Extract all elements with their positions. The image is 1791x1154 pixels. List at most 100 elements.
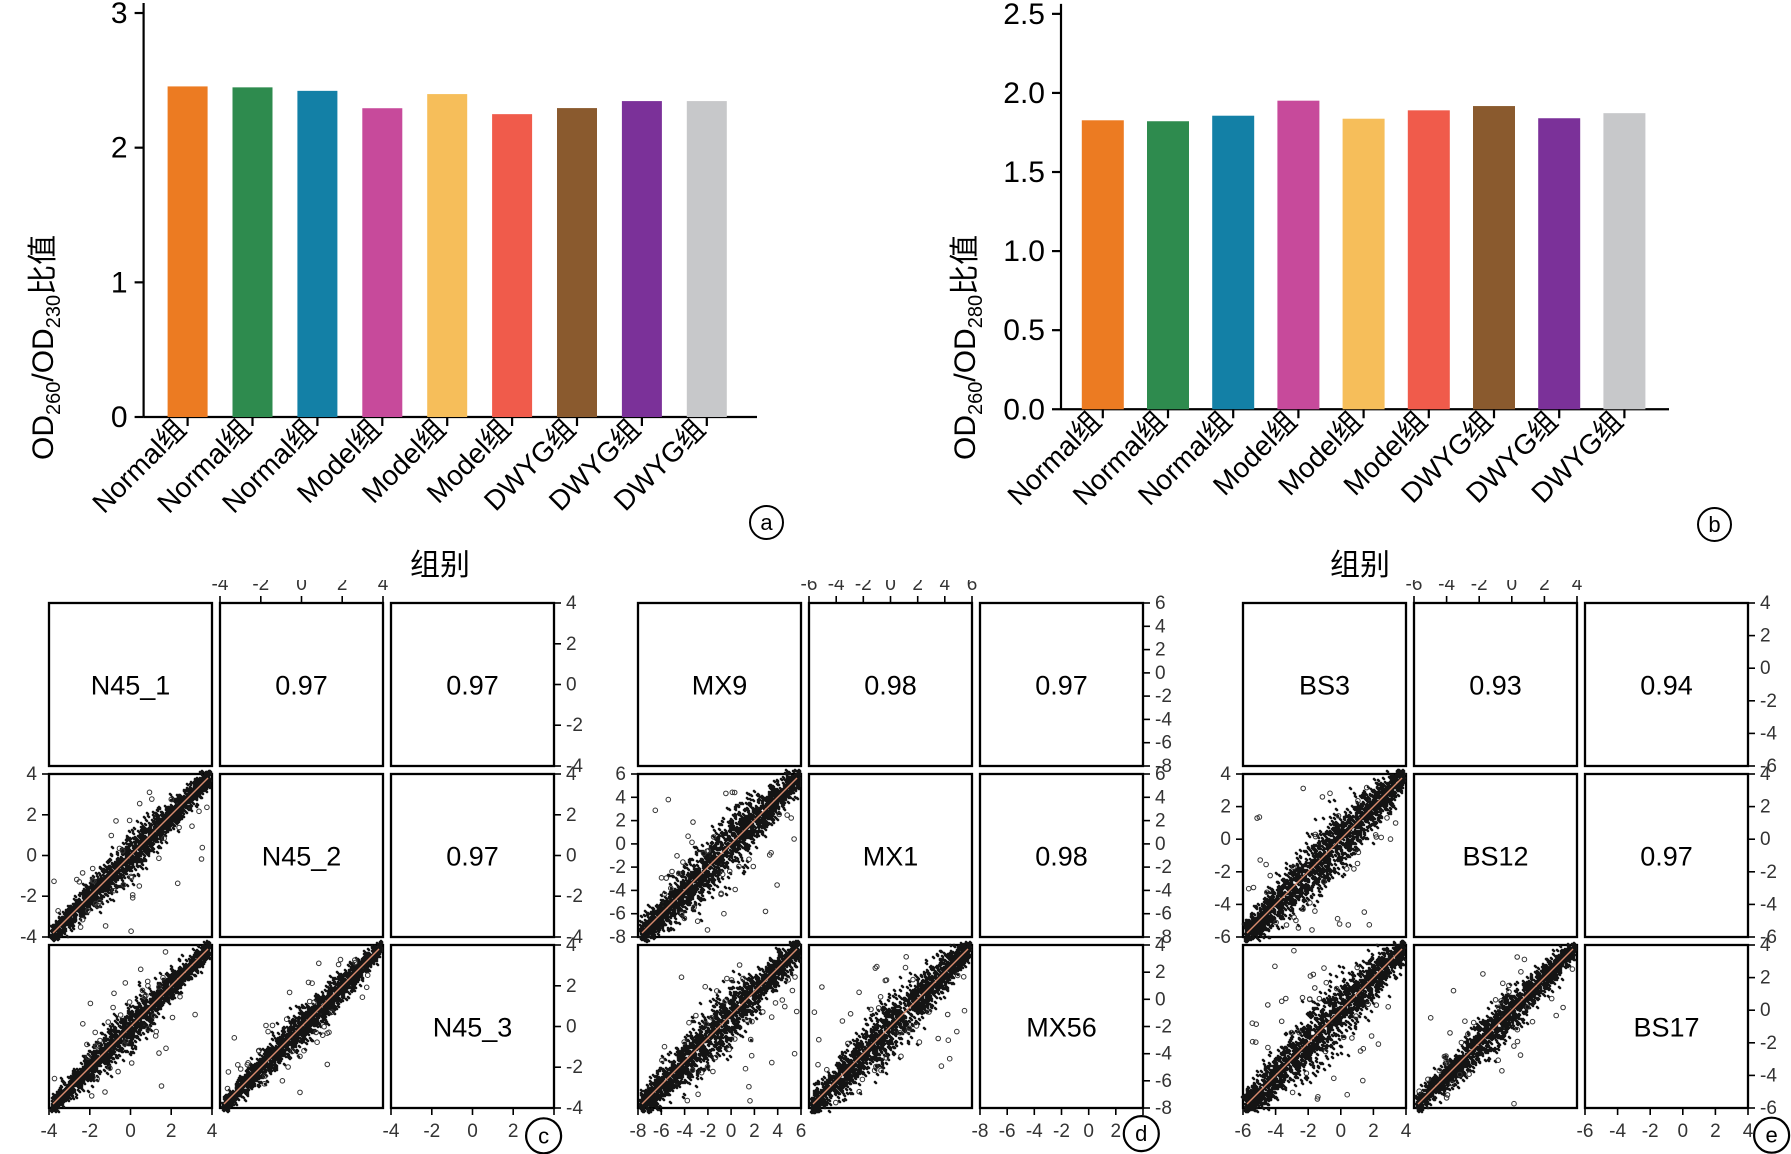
svg-text:0: 0 — [1760, 658, 1771, 679]
svg-text:-6: -6 — [653, 1121, 670, 1142]
svg-text:-2: -2 — [1642, 1121, 1659, 1142]
svg-text:2: 2 — [1760, 797, 1771, 818]
svg-text:-6: -6 — [1760, 1098, 1777, 1119]
svg-text:2: 2 — [1760, 968, 1771, 989]
svg-text:4: 4 — [1760, 935, 1771, 956]
svg-text:2: 2 — [1155, 640, 1166, 661]
svg-text:-4: -4 — [1438, 580, 1455, 595]
svg-text:6: 6 — [1155, 593, 1166, 614]
svg-text:0.0: 0.0 — [1003, 393, 1045, 426]
svg-text:0: 0 — [1220, 829, 1231, 850]
svg-text:d: d — [1135, 1121, 1147, 1146]
svg-text:0.97: 0.97 — [1035, 671, 1088, 701]
svg-text:2: 2 — [1155, 811, 1166, 832]
svg-text:0.97: 0.97 — [446, 671, 499, 701]
svg-text:-2: -2 — [1214, 862, 1231, 883]
svg-text:0.98: 0.98 — [864, 671, 917, 701]
svg-text:-2: -2 — [1300, 1121, 1317, 1142]
svg-text:N45_2: N45_2 — [262, 842, 342, 872]
svg-text:-2: -2 — [1155, 686, 1172, 707]
svg-text:-6: -6 — [801, 580, 818, 595]
svg-text:0: 0 — [1083, 1121, 1094, 1142]
svg-text:-2: -2 — [1155, 857, 1172, 878]
svg-text:2: 2 — [166, 1121, 177, 1142]
svg-text:-4: -4 — [1155, 880, 1172, 901]
svg-text:4: 4 — [566, 764, 577, 785]
svg-text:3: 3 — [111, 0, 128, 30]
svg-text:2: 2 — [111, 132, 128, 165]
svg-text:-2: -2 — [855, 580, 872, 595]
svg-text:1: 1 — [111, 266, 128, 299]
svg-text:e: e — [1765, 1123, 1777, 1148]
svg-text:2: 2 — [1760, 626, 1771, 647]
svg-text:-6: -6 — [1406, 580, 1423, 595]
svg-text:4: 4 — [26, 764, 37, 785]
svg-text:BS17: BS17 — [1633, 1013, 1699, 1043]
svg-text:0: 0 — [726, 1121, 737, 1142]
svg-text:N45_3: N45_3 — [433, 1013, 513, 1043]
svg-text:2: 2 — [566, 634, 577, 655]
svg-text:0: 0 — [467, 1121, 478, 1142]
svg-text:MX9: MX9 — [692, 671, 748, 701]
svg-text:-4: -4 — [41, 1121, 58, 1142]
svg-text:-4: -4 — [1267, 1121, 1284, 1142]
svg-text:4: 4 — [1155, 787, 1166, 808]
svg-text:1.5: 1.5 — [1003, 156, 1045, 189]
svg-text:4: 4 — [1401, 1121, 1412, 1142]
svg-text:4: 4 — [1220, 764, 1231, 785]
svg-text:-2: -2 — [252, 580, 269, 595]
svg-text:4: 4 — [1572, 580, 1583, 595]
svg-text:-8: -8 — [972, 1121, 989, 1142]
svg-text:-4: -4 — [1609, 1121, 1626, 1142]
svg-text:2: 2 — [1155, 962, 1166, 983]
svg-text:0: 0 — [885, 580, 896, 595]
svg-text:N45_1: N45_1 — [91, 671, 171, 701]
svg-text:0: 0 — [1678, 1121, 1689, 1142]
svg-text:BS3: BS3 — [1299, 671, 1350, 701]
svg-text:-2: -2 — [81, 1121, 98, 1142]
svg-text:-6: -6 — [1214, 927, 1231, 948]
svg-text:-4: -4 — [1155, 1044, 1172, 1065]
svg-text:c: c — [538, 1123, 549, 1148]
svg-text:-6: -6 — [1155, 1071, 1172, 1092]
svg-text:4: 4 — [772, 1121, 783, 1142]
svg-text:2: 2 — [1710, 1121, 1721, 1142]
svg-text:0: 0 — [1336, 1121, 1347, 1142]
svg-text:-6: -6 — [999, 1121, 1016, 1142]
svg-text:-4: -4 — [1026, 1121, 1043, 1142]
svg-text:-2: -2 — [1760, 862, 1777, 883]
svg-text:2: 2 — [508, 1121, 519, 1142]
svg-text:-6: -6 — [1155, 904, 1172, 925]
svg-text:4: 4 — [566, 935, 577, 956]
svg-text:0: 0 — [26, 846, 37, 867]
svg-text:2: 2 — [912, 580, 923, 595]
svg-text:-4: -4 — [383, 1121, 400, 1142]
svg-text:-2: -2 — [699, 1121, 716, 1142]
svg-text:-2: -2 — [566, 1057, 583, 1078]
svg-text:-2: -2 — [20, 886, 37, 907]
svg-text:2.5: 2.5 — [1003, 0, 1045, 31]
svg-text:0: 0 — [566, 846, 577, 867]
svg-text:0.94: 0.94 — [1640, 671, 1693, 701]
svg-text:1.0: 1.0 — [1003, 235, 1045, 268]
svg-text:2: 2 — [749, 1121, 760, 1142]
svg-text:-8: -8 — [630, 1121, 647, 1142]
svg-text:0.97: 0.97 — [275, 671, 328, 701]
svg-text:4: 4 — [1155, 935, 1166, 956]
svg-text:0: 0 — [566, 675, 577, 696]
svg-text:-4: -4 — [1155, 709, 1172, 730]
svg-text:-2: -2 — [1760, 1033, 1777, 1054]
svg-text:2: 2 — [615, 811, 626, 832]
svg-text:6: 6 — [796, 1121, 807, 1142]
svg-text:MX56: MX56 — [1026, 1013, 1097, 1043]
svg-text:-6: -6 — [1155, 733, 1172, 754]
svg-text:0.5: 0.5 — [1003, 314, 1045, 347]
svg-text:0: 0 — [125, 1121, 136, 1142]
svg-text:-2: -2 — [1053, 1121, 1070, 1142]
svg-text:-2: -2 — [566, 886, 583, 907]
svg-text:4: 4 — [378, 580, 389, 595]
svg-text:-4: -4 — [1214, 894, 1231, 915]
svg-text:0: 0 — [615, 834, 626, 855]
svg-text:6: 6 — [967, 580, 978, 595]
svg-text:0: 0 — [1760, 829, 1771, 850]
